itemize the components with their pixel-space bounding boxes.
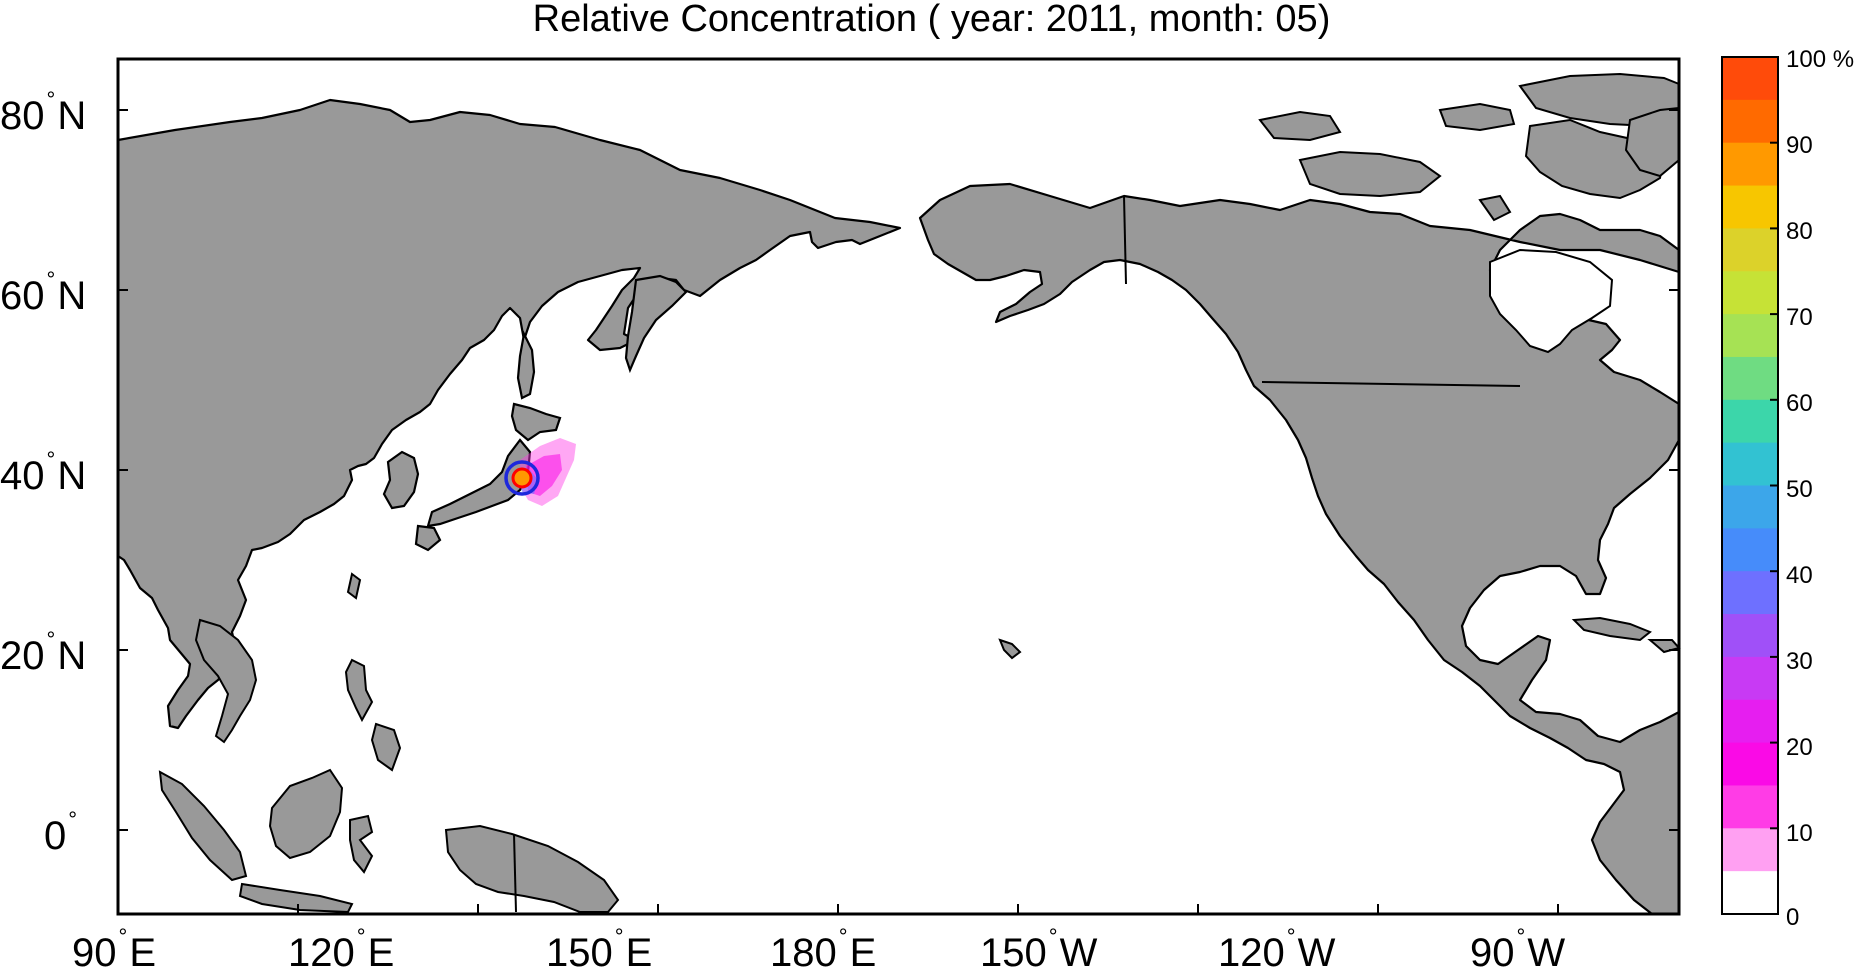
marker-outer-ring [504,460,540,496]
colorbar-swatch [1722,99,1778,144]
landmass-taiwan [346,572,362,600]
colorbar-swatch [1722,271,1778,315]
colorbar-swatch [1722,785,1778,829]
colorbar-swatch [1722,356,1778,401]
landmass-greenland [1624,106,1680,178]
landmass-southampton [1478,194,1512,222]
lat-label-0: 0° [44,807,78,858]
colorbar-swatch [1722,528,1778,572]
landmass-north-america [918,182,1681,916]
colorbar-swatch [1722,185,1778,229]
colorbar-label-40: 40 [1786,562,1813,589]
colorbar-label-60: 60 [1786,390,1813,417]
landmass-indochina [194,618,258,744]
lon-label-120e: 120°E [288,924,395,975]
landmass-java [238,882,354,914]
release-marker [504,460,540,496]
lon-label-150w: 150°W [980,924,1098,975]
map-title: Relative Concentration ( year: 2011, mon… [532,0,1331,40]
landmass-kyushu [414,524,442,552]
lat-label-60: 60°N [0,267,87,318]
colorbar-label-0: 0 [1786,904,1800,931]
borders [513,195,1521,913]
landmass-philippines [344,658,402,772]
landmass-hawaii [998,638,1022,660]
colorbar [1721,56,1779,915]
landmass-borneo [268,768,344,860]
colorbar-swatch [1722,614,1778,658]
landmass-asia [116,98,902,730]
colorbar-swatch [1722,228,1778,272]
colorbar-label-20: 20 [1786,734,1813,761]
lon-ticks [117,904,1559,914]
lat-label-80: 80°N [0,87,87,138]
lat-ticks [118,109,1679,831]
landmass-sakhalin [516,330,536,400]
colorbar-label-70: 70 [1786,304,1813,331]
marker-inner-ring [511,467,533,489]
landmass-kamchatka [624,274,688,374]
landmass-sulawesi [349,814,374,874]
hudson-bay [1489,248,1614,354]
landmass-korea [382,450,420,510]
colorbar-swatch [1722,871,1778,915]
landmass-japan-hokkaido [510,402,562,442]
landmass-cuba [1571,616,1652,642]
colorbar-swatch [1722,828,1778,872]
colorbar-label-50: 50 [1786,476,1813,503]
lon-label-90w: 90°W [1470,924,1566,975]
landmass-devon-island [1438,102,1516,132]
lon-label-90e: 90°E [72,924,156,975]
colorbar-swatch [1722,399,1778,444]
colorbar-swatch [1722,142,1778,187]
colorbar-label-30: 30 [1786,648,1813,675]
lon-label-180e: 180°E [770,924,877,975]
colorbar-swatch [1722,442,1778,487]
colorbar-swatch [1722,485,1778,529]
colorbar-label-100: 100 % [1786,46,1855,73]
landmass-new-guinea [444,824,620,913]
map-frame [116,57,1681,916]
lat-label-20: 20°N [0,627,87,678]
colorbar-swatch [1722,656,1778,701]
colorbar-swatch [1722,571,1778,615]
colorbar-swatch [1722,314,1778,358]
lat-label-40: 40°N [0,447,87,498]
colorbar-label-10: 10 [1786,820,1813,847]
colorbar-label-80: 80 [1786,218,1813,245]
colorbar-swatch [1722,57,1778,101]
lon-label-120w: 120°W [1218,924,1336,975]
colorbar-label-90: 90 [1786,132,1813,159]
landmass-sumatra [158,770,248,882]
lon-label-150e: 150°E [546,924,653,975]
colorbar-swatch [1722,742,1778,787]
landmass-victoria-island [1298,150,1442,198]
colorbar-swatch [1722,699,1778,744]
landmass-banks-island [1258,110,1342,142]
